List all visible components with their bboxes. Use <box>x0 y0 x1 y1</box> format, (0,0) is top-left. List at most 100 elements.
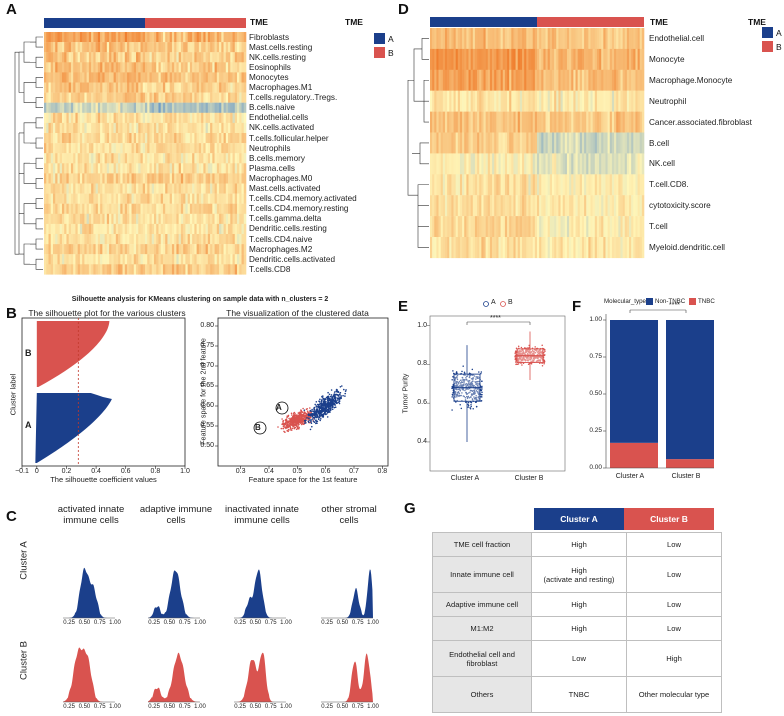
heatmap-d-cell <box>447 111 450 133</box>
heatmap-d-cell <box>502 132 506 154</box>
heatmap-a-cell <box>194 213 197 225</box>
heatmap-a-cell <box>84 82 87 93</box>
heatmap-d-cell <box>603 216 606 238</box>
heatmap-d-cell <box>562 195 566 217</box>
heatmap-a-cell <box>145 52 148 63</box>
heatmap-d-cell <box>622 69 626 91</box>
heatmap-a-cell <box>153 92 157 103</box>
heatmap-a-cell <box>142 32 146 43</box>
heatmap-a-cell <box>189 264 193 275</box>
heatmap-d-cell <box>601 216 604 238</box>
heatmap-d-cell <box>532 69 536 91</box>
heatmap-a-cell <box>48 223 52 235</box>
heatmap-a-cell <box>75 52 78 63</box>
heatmap-d-cell <box>466 195 469 217</box>
heatmap-d-cell <box>496 48 499 70</box>
scatter-point-b <box>290 421 293 423</box>
scatter-point-a <box>309 419 312 421</box>
heatmap-a-cell <box>73 133 76 144</box>
heatmap-a-cell <box>214 213 218 225</box>
heatmap-a-cell <box>127 102 130 113</box>
heatmap-d-cell <box>545 153 548 175</box>
heatmap-a-cell <box>133 203 137 214</box>
scatter-point-a <box>338 393 341 396</box>
heatmap-a-cell <box>97 203 101 214</box>
heatmap-a-cell <box>194 42 197 53</box>
heatmap-a-cell <box>124 234 128 245</box>
heatmap-a-cell <box>223 153 227 164</box>
heatmap-a-cell <box>223 133 227 144</box>
heatmap-d-cell <box>507 174 510 196</box>
heatmap-a-cell <box>66 32 69 43</box>
heatmap-d-cell <box>551 153 555 175</box>
heatmap-d-cell <box>432 48 435 70</box>
heatmap-a-cell <box>64 122 67 134</box>
heatmap-d-cell <box>455 174 459 196</box>
scatter-point-b <box>296 423 298 426</box>
heatmap-d-cell <box>620 153 623 175</box>
heatmap-a-cell <box>77 62 81 73</box>
heatmap-a-cell <box>48 203 52 214</box>
heatmap-d-cell <box>483 69 486 91</box>
heatmap-d-cell <box>573 216 576 238</box>
heatmap-a-cell <box>120 133 123 144</box>
heatmap-d-cell <box>451 195 454 217</box>
scatter-point-a <box>344 395 346 397</box>
heatmap-a-cell <box>171 183 175 194</box>
heatmap-a-cell <box>230 193 233 204</box>
heatmap-d-cell <box>513 132 516 154</box>
heatmap-a-cell <box>212 244 215 255</box>
scatter-point-b <box>285 418 288 420</box>
heatmap-a-cell <box>109 223 112 235</box>
heatmap-d-cell <box>479 48 482 70</box>
heatmap-d-cell <box>537 90 540 112</box>
heatmap-d-cell <box>564 48 568 70</box>
heatmap-a-cell <box>223 264 227 275</box>
heatmap-a-cell <box>219 143 222 154</box>
heatmap-a-cell <box>142 72 146 83</box>
heatmap-d-cell <box>500 28 504 50</box>
heatmap-d-cell <box>517 90 521 112</box>
scatter-point-a <box>324 413 327 416</box>
heatmap-a-cell <box>142 82 146 93</box>
boxplot-point-a <box>472 380 474 382</box>
heatmap-a-cell <box>75 92 78 103</box>
heatmap-d-cell <box>532 48 536 70</box>
heatmap-a-cell <box>97 102 101 113</box>
heatmap-a-cell <box>57 122 61 134</box>
heatmap-a-cell <box>180 213 184 225</box>
heatmap-d-cell <box>492 48 495 70</box>
heatmap-a-cell <box>203 122 206 134</box>
scatter-point-b <box>291 417 293 419</box>
heatmap-d-cell <box>442 216 446 238</box>
heatmap-a-cell <box>120 234 123 245</box>
heatmap-d-cell <box>468 28 471 50</box>
heatmap-a-cell <box>133 213 137 225</box>
heatmap-d-cell <box>477 174 480 196</box>
heatmap-a-cell <box>162 92 166 103</box>
heatmap-d-cell <box>472 28 476 50</box>
heatmap-a-cell <box>136 203 139 214</box>
heatmap-a-cell <box>243 92 247 103</box>
heatmap-a-cell <box>219 223 222 235</box>
heatmap-d-cell <box>492 69 495 91</box>
heatmap-a-cell <box>147 163 150 174</box>
heatmap-d-cell <box>528 216 531 238</box>
boxplot-point-a <box>468 372 471 375</box>
heatmap-d-cell <box>541 174 544 196</box>
heatmap-a-cell <box>109 183 112 194</box>
heatmap-d-cell <box>524 90 527 112</box>
heatmap-a-cell <box>100 112 103 124</box>
heatmap-d-cell <box>470 90 474 112</box>
heatmap-a-cell <box>230 244 233 255</box>
heatmap-d-cell <box>603 48 606 70</box>
heatmap-a-cell <box>129 193 132 204</box>
heatmap-d-cell <box>483 90 486 112</box>
heatmap-a-cell <box>167 133 170 144</box>
heatmap-d-cell <box>560 90 563 112</box>
heatmap-d-cell <box>603 111 606 133</box>
heatmap-a-cell <box>91 112 94 124</box>
heatmap-d-cell <box>577 90 581 112</box>
heatmap-a-cell <box>158 102 162 113</box>
heatmap-d-cell <box>609 69 613 91</box>
